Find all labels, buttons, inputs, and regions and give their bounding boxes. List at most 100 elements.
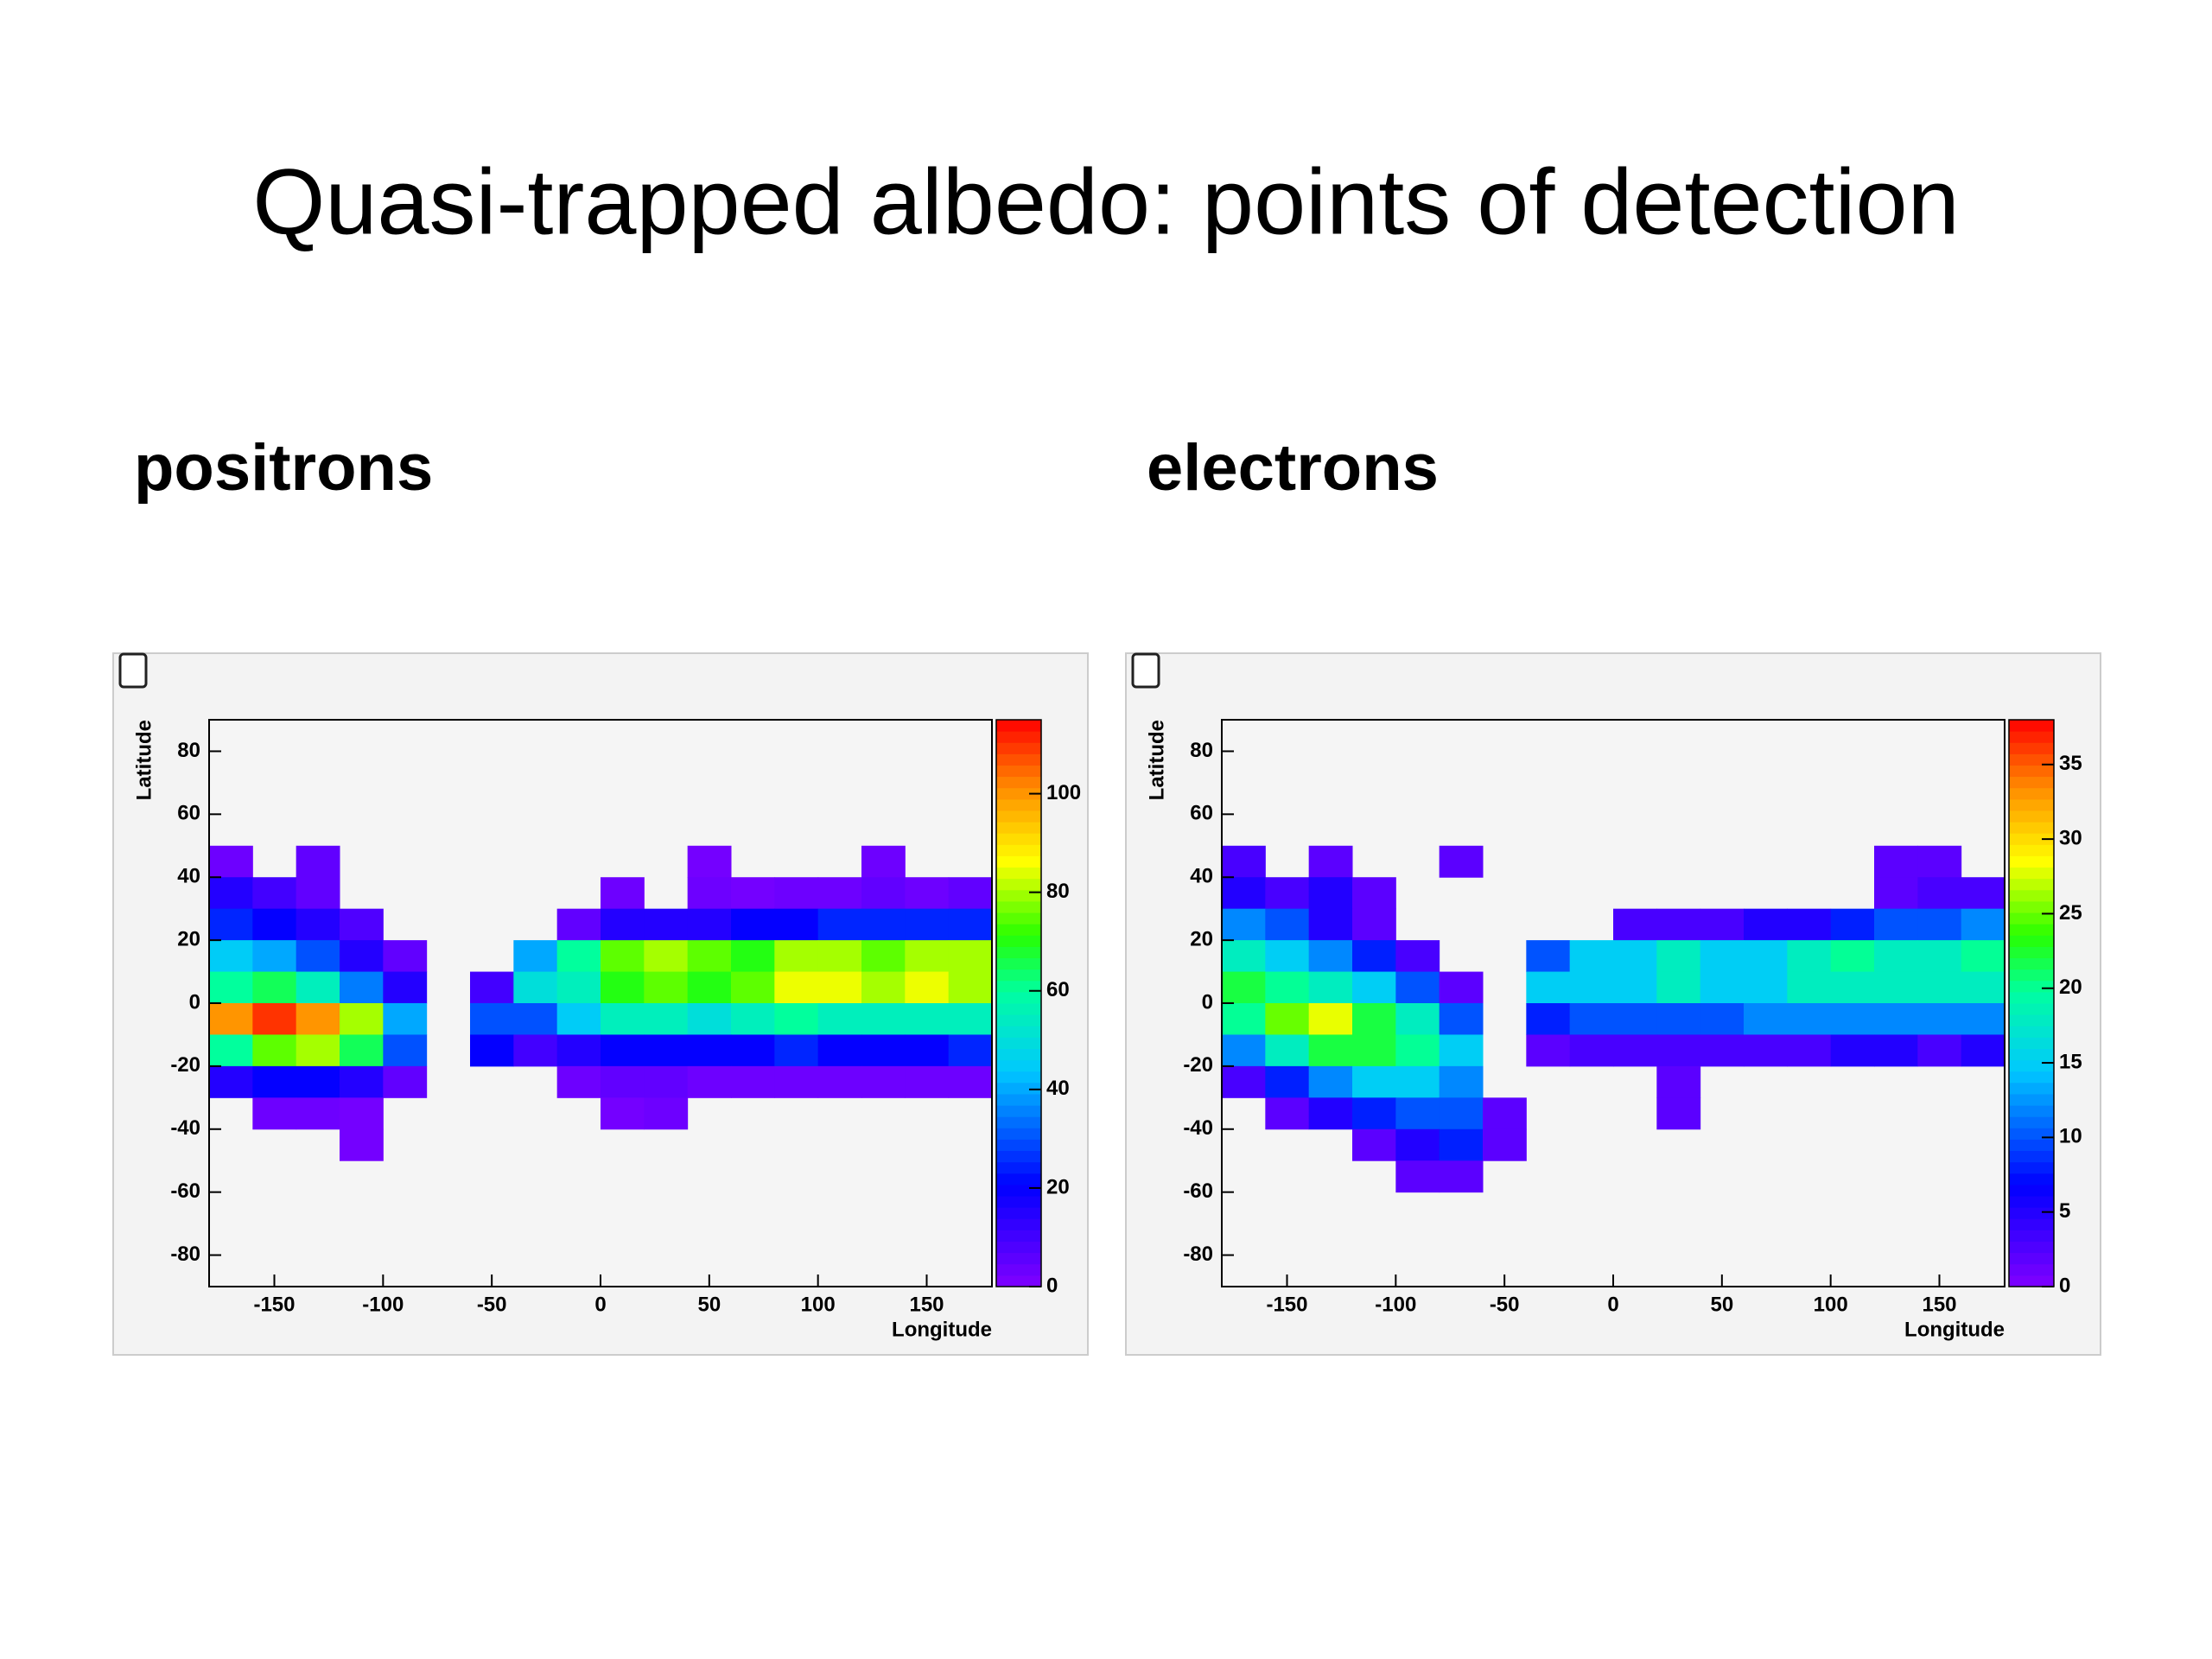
x-tick-label: -100 (362, 1293, 404, 1316)
heat-cell (905, 1034, 950, 1067)
heat-cell (1308, 1097, 1353, 1130)
colorbar-step (996, 1003, 1041, 1015)
heat-cell (1439, 971, 1484, 1004)
heat-cell (1222, 971, 1266, 1004)
colorbar-step (996, 1071, 1041, 1084)
colorbar-step (996, 935, 1041, 947)
colorbar-step (2009, 878, 2054, 891)
heat-cell (1569, 1003, 1614, 1035)
colorbar-step (996, 1014, 1041, 1027)
heat-cell (1395, 1065, 1440, 1098)
heat-cell (1744, 971, 1788, 1004)
x-axis-label: Longitude (1904, 1318, 2005, 1341)
heat-cell (774, 908, 819, 941)
heat-cell (296, 940, 340, 973)
colorbar-step (996, 833, 1041, 845)
colorbar-step (2009, 1230, 2054, 1243)
heat-cell (601, 1003, 645, 1035)
heat-cell (644, 1003, 689, 1035)
heat-cell (1787, 971, 1832, 1004)
y-axis-label: Latitude (132, 720, 156, 800)
heat-cell (252, 1065, 297, 1098)
heat-cell (1961, 971, 2005, 1004)
colorbar-step (2009, 1150, 2054, 1163)
colorbar-step (2009, 946, 2054, 959)
heat-cell (556, 1065, 601, 1098)
heat-cell (1352, 1128, 1396, 1161)
heat-cell (252, 1003, 297, 1035)
heat-cell (252, 940, 297, 973)
x-tick-label: -50 (477, 1293, 507, 1316)
heat-cell (1265, 971, 1310, 1004)
heat-cell (861, 877, 906, 910)
colorbar-step (996, 1196, 1041, 1208)
colorbar-step (2009, 969, 2054, 982)
heat-cell (861, 1065, 906, 1098)
x-tick-label: 0 (594, 1293, 606, 1316)
heat-cell (1787, 940, 1832, 973)
heat-cell (1526, 1003, 1571, 1035)
y-tick-label: -40 (170, 1116, 200, 1140)
heat-cell (340, 1065, 384, 1098)
heat-cell (687, 908, 732, 941)
colorbar-step (996, 991, 1041, 1004)
heat-cell (817, 1034, 862, 1067)
x-tick-label: 100 (801, 1293, 836, 1316)
colorbar-step (996, 1207, 1041, 1219)
heat-cell (1439, 1003, 1484, 1035)
heat-cell (1874, 908, 1918, 941)
heat-cell (601, 971, 645, 1004)
y-tick-label: 20 (1190, 927, 1213, 950)
colorbar-step (2009, 912, 2054, 925)
colorbar-step (2009, 1161, 2054, 1174)
colorbar-step (996, 957, 1041, 970)
colorbar-step (2009, 889, 2054, 902)
heat-cell (340, 1128, 384, 1161)
y-tick-label: -60 (170, 1179, 200, 1203)
heat-cell (948, 877, 993, 910)
heat-cell (1656, 971, 1701, 1004)
heat-cell (1222, 845, 1266, 878)
colorbar-step (996, 776, 1041, 789)
x-tick-label: -150 (1266, 1293, 1307, 1316)
heat-cell (1917, 877, 1962, 910)
colorbar-step (996, 969, 1041, 982)
heat-cell (687, 971, 732, 1004)
heat-cell (1656, 1003, 1701, 1035)
y-tick-label: 0 (1202, 990, 1213, 1014)
heat-cell (383, 940, 428, 973)
colorbar-step (996, 1252, 1041, 1265)
heat-cell (1656, 940, 1701, 973)
heat-cell (1308, 1065, 1353, 1098)
heat-cell (905, 940, 950, 973)
colorbar-step (2009, 991, 2054, 1004)
heat-cell (1395, 1128, 1440, 1161)
heat-cell (1222, 877, 1266, 910)
heat-cell (470, 1003, 514, 1035)
x-tick-label: 50 (1710, 1293, 1733, 1316)
heat-cell (905, 908, 950, 941)
heat-cell (1874, 845, 1918, 878)
colorbar-step (996, 1048, 1041, 1061)
heat-cell (1874, 971, 1918, 1004)
heat-cell (1656, 1065, 1701, 1098)
colorbar-step (2009, 753, 2054, 766)
heat-cell (1917, 940, 1962, 973)
heat-cell (1352, 1097, 1396, 1130)
heat-cell (383, 1034, 428, 1067)
heat-cell (1830, 940, 1875, 973)
y-tick-label: -80 (170, 1243, 200, 1266)
heat-cell (601, 1065, 645, 1098)
colorbar-step (996, 1128, 1041, 1140)
heat-cell (252, 1034, 297, 1067)
x-tick-label: 150 (909, 1293, 944, 1316)
heat-cell (731, 1003, 775, 1035)
colorbar-step (2009, 1059, 2054, 1072)
y-tick-label: -40 (1183, 1116, 1213, 1140)
heat-cell (1395, 1160, 1440, 1193)
heat-cell (383, 971, 428, 1004)
heat-cell (209, 940, 253, 973)
colorbar-tick-label: 10 (2059, 1125, 2082, 1148)
heat-cell (1830, 971, 1875, 1004)
heat-cell (1569, 940, 1614, 973)
